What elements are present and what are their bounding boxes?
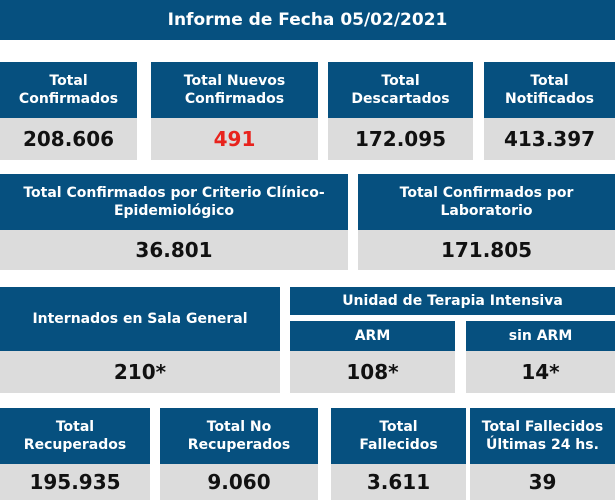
- total-confirmados-value: 208.606: [0, 118, 137, 160]
- total-fallecidos-value: 3.611: [331, 464, 466, 500]
- total-fallecidos-label: Total Fallecidos: [331, 408, 466, 464]
- total-notificados-value: 413.397: [484, 118, 615, 160]
- arm-label: ARM: [290, 321, 455, 351]
- confirmados-laboratorio-label: Total Confirmados por Laboratorio: [358, 174, 615, 230]
- total-recuperados-value: 195.935: [0, 464, 150, 500]
- total-descartados-label: Total Descartados: [328, 62, 473, 118]
- report-title: Informe de Fecha 05/02/2021: [0, 0, 615, 40]
- total-recuperados-label: Total Recuperados: [0, 408, 150, 464]
- sala-general-label: Internados en Sala General: [0, 287, 280, 351]
- total-descartados-value: 172.095: [328, 118, 473, 160]
- fallecidos-24hs-value: 39: [470, 464, 615, 500]
- uti-title: Unidad de Terapia Intensiva: [290, 287, 615, 315]
- arm-value: 108*: [290, 351, 455, 393]
- sala-general-value: 210*: [0, 351, 280, 393]
- confirmados-clinico-value: 36.801: [0, 230, 348, 270]
- total-no-recuperados-label: Total No Recuperados: [160, 408, 318, 464]
- total-nuevos-confirmados-value: 491: [151, 118, 318, 160]
- confirmados-clinico-label: Total Confirmados por Criterio Clínico- …: [0, 174, 348, 230]
- total-nuevos-confirmados-label: Total Nuevos Confirmados: [151, 62, 318, 118]
- confirmados-laboratorio-value: 171.805: [358, 230, 615, 270]
- sin-arm-label: sin ARM: [466, 321, 615, 351]
- total-notificados-label: Total Notificados: [484, 62, 615, 118]
- total-confirmados-label: Total Confirmados: [0, 62, 137, 118]
- sin-arm-value: 14*: [466, 351, 615, 393]
- fallecidos-24hs-label: Total Fallecidos Últimas 24 hs.: [470, 408, 615, 464]
- total-no-recuperados-value: 9.060: [160, 464, 318, 500]
